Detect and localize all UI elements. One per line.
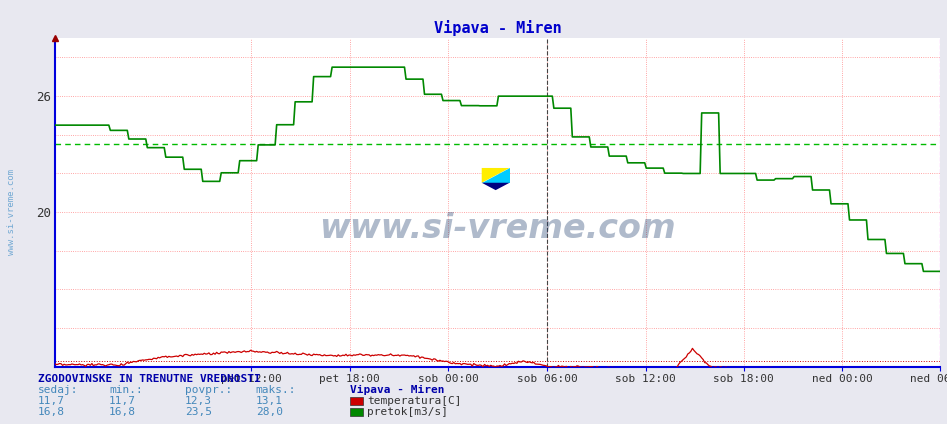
Text: temperatura[C]: temperatura[C]: [367, 396, 462, 406]
Polygon shape: [482, 168, 509, 183]
Text: 16,8: 16,8: [38, 407, 65, 417]
Text: 13,1: 13,1: [256, 396, 283, 406]
Text: 11,7: 11,7: [109, 396, 136, 406]
Text: Vipava - Miren: Vipava - Miren: [350, 385, 445, 395]
Polygon shape: [482, 183, 509, 190]
Text: www.si-vreme.com: www.si-vreme.com: [7, 169, 16, 255]
Text: pretok[m3/s]: pretok[m3/s]: [367, 407, 449, 417]
Text: povpr.:: povpr.:: [185, 385, 232, 395]
Text: min.:: min.:: [109, 385, 143, 395]
Polygon shape: [482, 168, 509, 183]
Text: 23,5: 23,5: [185, 407, 212, 417]
Text: 11,7: 11,7: [38, 396, 65, 406]
Text: www.si-vreme.com: www.si-vreme.com: [319, 212, 676, 245]
Text: maks.:: maks.:: [256, 385, 296, 395]
Title: Vipava - Miren: Vipava - Miren: [434, 20, 562, 36]
Text: 16,8: 16,8: [109, 407, 136, 417]
Text: sedaj:: sedaj:: [38, 385, 79, 395]
Text: 12,3: 12,3: [185, 396, 212, 406]
Text: ZGODOVINSKE IN TRENUTNE VREDNOSTI: ZGODOVINSKE IN TRENUTNE VREDNOSTI: [38, 374, 260, 384]
Text: 28,0: 28,0: [256, 407, 283, 417]
